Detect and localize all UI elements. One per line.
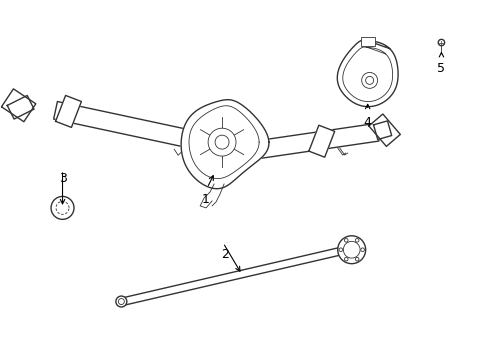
- Circle shape: [208, 128, 236, 156]
- Polygon shape: [122, 246, 347, 305]
- Circle shape: [344, 239, 348, 242]
- Text: 3: 3: [59, 171, 67, 185]
- Circle shape: [338, 236, 366, 264]
- Polygon shape: [7, 95, 34, 119]
- Circle shape: [119, 298, 124, 305]
- Text: 4: 4: [364, 116, 371, 129]
- Circle shape: [215, 135, 229, 149]
- Polygon shape: [369, 114, 400, 147]
- Text: 2: 2: [221, 248, 229, 261]
- Polygon shape: [337, 40, 398, 107]
- Polygon shape: [55, 95, 81, 127]
- Circle shape: [366, 76, 374, 84]
- Text: 5: 5: [438, 62, 445, 75]
- Polygon shape: [373, 121, 392, 140]
- Circle shape: [438, 39, 444, 46]
- Polygon shape: [309, 125, 335, 157]
- Circle shape: [116, 296, 127, 307]
- Circle shape: [344, 257, 348, 261]
- Circle shape: [361, 248, 365, 252]
- Circle shape: [355, 257, 359, 261]
- Polygon shape: [1, 89, 36, 122]
- Circle shape: [339, 248, 343, 252]
- FancyBboxPatch shape: [361, 37, 375, 45]
- Circle shape: [343, 241, 360, 258]
- Polygon shape: [54, 102, 197, 149]
- Circle shape: [51, 197, 74, 219]
- Polygon shape: [181, 100, 269, 189]
- Polygon shape: [254, 123, 379, 159]
- Text: 1: 1: [201, 193, 209, 206]
- Circle shape: [355, 239, 359, 242]
- Circle shape: [362, 72, 378, 88]
